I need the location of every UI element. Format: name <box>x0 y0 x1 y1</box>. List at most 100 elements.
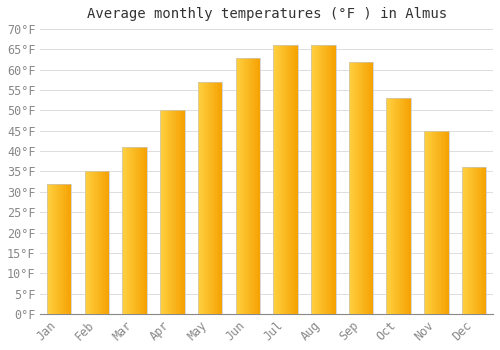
Bar <box>239 57 240 314</box>
Bar <box>314 46 315 314</box>
Bar <box>462 167 486 314</box>
Bar <box>244 57 246 314</box>
Bar <box>90 172 91 314</box>
Bar <box>401 98 402 314</box>
Bar <box>98 172 100 314</box>
Bar <box>484 167 485 314</box>
Bar <box>316 46 318 314</box>
Bar <box>132 147 133 314</box>
Bar <box>435 131 436 314</box>
Bar <box>133 147 134 314</box>
Bar <box>175 111 176 314</box>
Bar <box>102 172 104 314</box>
Bar <box>47 184 72 314</box>
Bar <box>210 82 211 314</box>
Bar <box>350 62 351 314</box>
Bar <box>94 172 96 314</box>
Bar <box>354 62 356 314</box>
Bar <box>198 82 200 314</box>
Title: Average monthly temperatures (°F ) in Almus: Average monthly temperatures (°F ) in Al… <box>86 7 446 21</box>
Bar <box>321 46 322 314</box>
Bar <box>275 46 276 314</box>
Bar <box>471 167 472 314</box>
Bar <box>96 172 97 314</box>
Bar <box>372 62 374 314</box>
Bar <box>130 147 132 314</box>
Bar <box>274 46 275 314</box>
Bar <box>393 98 394 314</box>
Bar <box>66 184 68 314</box>
Bar <box>447 131 448 314</box>
Bar <box>389 98 390 314</box>
Bar <box>479 167 480 314</box>
Bar <box>276 46 278 314</box>
Bar <box>362 62 364 314</box>
Bar <box>161 111 162 314</box>
Bar <box>124 147 125 314</box>
Bar <box>240 57 242 314</box>
Bar <box>254 57 255 314</box>
Bar <box>369 62 370 314</box>
Bar <box>470 167 471 314</box>
Bar <box>243 57 244 314</box>
Bar <box>284 46 286 314</box>
Bar <box>322 46 324 314</box>
Bar <box>247 57 248 314</box>
Bar <box>333 46 334 314</box>
Bar <box>288 46 289 314</box>
Bar <box>290 46 292 314</box>
Bar <box>396 98 397 314</box>
Bar <box>311 46 336 314</box>
Bar <box>180 111 182 314</box>
Bar <box>65 184 66 314</box>
Bar <box>334 46 336 314</box>
Bar <box>134 147 136 314</box>
Bar <box>406 98 407 314</box>
Bar <box>255 57 256 314</box>
Bar <box>482 167 483 314</box>
Bar <box>219 82 220 314</box>
Bar <box>426 131 428 314</box>
Bar <box>59 184 60 314</box>
Bar <box>438 131 439 314</box>
Bar <box>432 131 433 314</box>
Bar <box>315 46 316 314</box>
Bar <box>160 111 184 314</box>
Bar <box>174 111 175 314</box>
Bar <box>238 57 239 314</box>
Bar <box>348 62 374 314</box>
Bar <box>84 172 86 314</box>
Bar <box>330 46 332 314</box>
Bar <box>429 131 430 314</box>
Bar <box>257 57 258 314</box>
Bar <box>444 131 446 314</box>
Bar <box>172 111 173 314</box>
Bar <box>212 82 214 314</box>
Bar <box>439 131 440 314</box>
Bar <box>332 46 333 314</box>
Bar <box>465 167 466 314</box>
Bar <box>173 111 174 314</box>
Bar <box>318 46 319 314</box>
Bar <box>211 82 212 314</box>
Bar <box>402 98 403 314</box>
Bar <box>97 172 98 314</box>
Bar <box>236 57 260 314</box>
Bar <box>370 62 371 314</box>
Bar <box>140 147 141 314</box>
Bar <box>64 184 65 314</box>
Bar <box>480 167 482 314</box>
Bar <box>220 82 222 314</box>
Bar <box>319 46 320 314</box>
Bar <box>328 46 329 314</box>
Bar <box>485 167 486 314</box>
Bar <box>69 184 70 314</box>
Bar <box>122 147 147 314</box>
Bar <box>141 147 142 314</box>
Bar <box>397 98 398 314</box>
Bar <box>287 46 288 314</box>
Bar <box>364 62 365 314</box>
Bar <box>51 184 52 314</box>
Bar <box>467 167 468 314</box>
Bar <box>366 62 368 314</box>
